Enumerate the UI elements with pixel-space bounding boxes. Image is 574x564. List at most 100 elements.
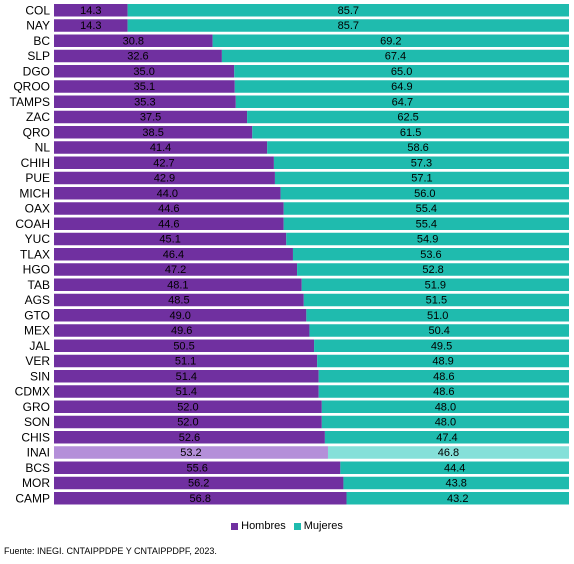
data-label-hombres-col: 14.3 [80,5,101,17]
data-label-hombres-inai: 53.2 [180,447,201,459]
data-label-mujeres-ags: 51.5 [426,295,447,307]
category-label-tamps: TAMPS [10,95,50,109]
data-label-hombres-pue: 42.9 [154,173,175,185]
data-label-hombres-mor: 56.2 [188,478,209,490]
data-label-hombres-coah: 44.6 [158,218,179,230]
bar-hombres-chih [54,156,274,169]
category-label-slp: SLP [27,49,50,63]
category-label-sin: SIN [30,369,50,383]
category-label-mich: MICH [19,186,50,200]
bar-hombres-jal [54,339,315,352]
data-label-hombres-bc: 30.8 [123,35,144,47]
data-label-hombres-jal: 50.5 [173,340,194,352]
category-label-jal: JAL [29,339,50,353]
category-label-hgo: HGO [23,263,50,277]
data-label-mujeres-qro: 61.5 [400,127,421,139]
data-label-mujeres-cdmx: 48.6 [433,386,454,398]
bar-mujeres-zac [247,110,569,124]
bar-mujeres-gro [321,400,569,413]
category-label-camp: CAMP [15,491,50,505]
category-label-pue: PUE [25,171,50,185]
data-label-mujeres-son: 48.0 [435,417,456,429]
bar-hombres-ver [54,354,318,368]
data-label-mujeres-slp: 67.4 [385,51,406,63]
data-label-mujeres-mex: 50.4 [429,325,450,337]
data-label-hombres-ver: 51.1 [175,356,196,368]
data-label-hombres-mex: 49.6 [171,325,192,337]
data-label-mujeres-jal: 49.5 [431,340,452,352]
category-label-zac: ZAC [26,110,50,124]
category-label-inai: INAI [27,446,50,460]
bar-hombres-pue [54,171,275,185]
data-label-mujeres-gto: 51.0 [427,310,448,322]
bar-hombres-tab [54,278,302,291]
data-label-mujeres-yuc: 54.9 [417,234,438,246]
bar-mujeres-jal [314,339,569,352]
data-label-mujeres-sin: 48.6 [433,371,454,383]
bar-mujeres-bcs [340,461,569,474]
bar-mujeres-qroo [234,80,569,93]
legend-swatch-mujeres [293,522,301,530]
bar-hombres-camp [54,492,347,505]
data-label-hombres-chih: 42.7 [153,157,174,169]
data-label-mujeres-tamps: 64.7 [392,96,413,108]
legend-label-hombres: Hombres [241,520,286,532]
data-label-mujeres-mor: 43.8 [446,478,467,490]
data-label-mujeres-tab: 51.9 [425,279,446,291]
data-label-hombres-gto: 49.0 [169,310,190,322]
bar-hombres-dgo [54,65,235,78]
data-label-hombres-oax: 44.6 [158,203,179,215]
bar-hombres-coah [54,217,284,230]
data-label-mujeres-pue: 57.1 [411,173,432,185]
data-label-mujeres-oax: 55.4 [416,203,437,215]
category-label-dgo: DGO [23,64,50,78]
data-label-mujeres-nay: 85.7 [338,20,359,32]
category-label-son: SON [24,415,50,429]
bar-hombres-mich [54,187,281,200]
data-label-mujeres-camp: 43.2 [447,493,468,505]
bar-hombres-zac [54,110,248,124]
category-label-tlax: TLAX [20,247,50,261]
category-label-ver: VER [25,354,50,368]
bar-mujeres-inai [327,446,569,459]
data-label-hombres-chis: 52.6 [179,432,200,444]
data-label-hombres-nl: 41.4 [150,142,171,154]
bar-hombres-bc [54,34,213,47]
data-label-mujeres-tlax: 53.6 [420,249,441,261]
data-label-hombres-slp: 32.6 [127,51,148,63]
bar-mujeres-hgo [297,263,569,276]
data-label-hombres-nay: 14.3 [80,20,101,32]
bar-mujeres-sin [318,370,569,383]
category-label-cdmx: CDMX [15,385,50,399]
bar-hombres-mex [54,324,310,337]
data-label-hombres-zac: 37.5 [140,112,161,124]
bar-hombres-bcs [54,461,341,474]
bar-mujeres-qro [252,126,569,139]
bar-hombres-nay [54,19,128,32]
data-label-mujeres-bcs: 44.4 [444,462,465,474]
bar-mujeres-chis [324,431,569,444]
category-label-gto: GTO [24,308,50,322]
bar-hombres-col [54,4,128,17]
bar-hombres-chis [54,431,325,444]
data-label-mujeres-coah: 55.4 [416,218,437,230]
data-label-mujeres-mich: 56.0 [414,188,435,200]
bar-hombres-oax [54,202,284,215]
source-note: Fuente: INEGI. CNTAIPPDPE Y CNTAIPPDPF, … [4,546,217,556]
data-label-mujeres-inai: 46.8 [438,447,459,459]
bar-mujeres-coah [283,217,569,230]
bar-mujeres-camp [346,492,569,505]
category-label-oax: OAX [25,202,50,216]
bar-mujeres-gto [306,309,569,322]
legend-item-mujeres: Mujeres [293,520,343,532]
data-label-mujeres-bc: 69.2 [380,35,401,47]
bar-mujeres-slp [221,49,569,63]
category-label-ags: AGS [25,293,50,307]
bar-hombres-gro [54,400,322,413]
bar-mujeres-mor [343,476,569,490]
category-label-yuc: YUC [25,232,51,246]
category-label-tab: TAB [28,278,50,292]
data-label-hombres-qroo: 35.1 [134,81,155,93]
bar-hombres-inai [54,446,328,459]
bar-mujeres-yuc [286,232,569,246]
